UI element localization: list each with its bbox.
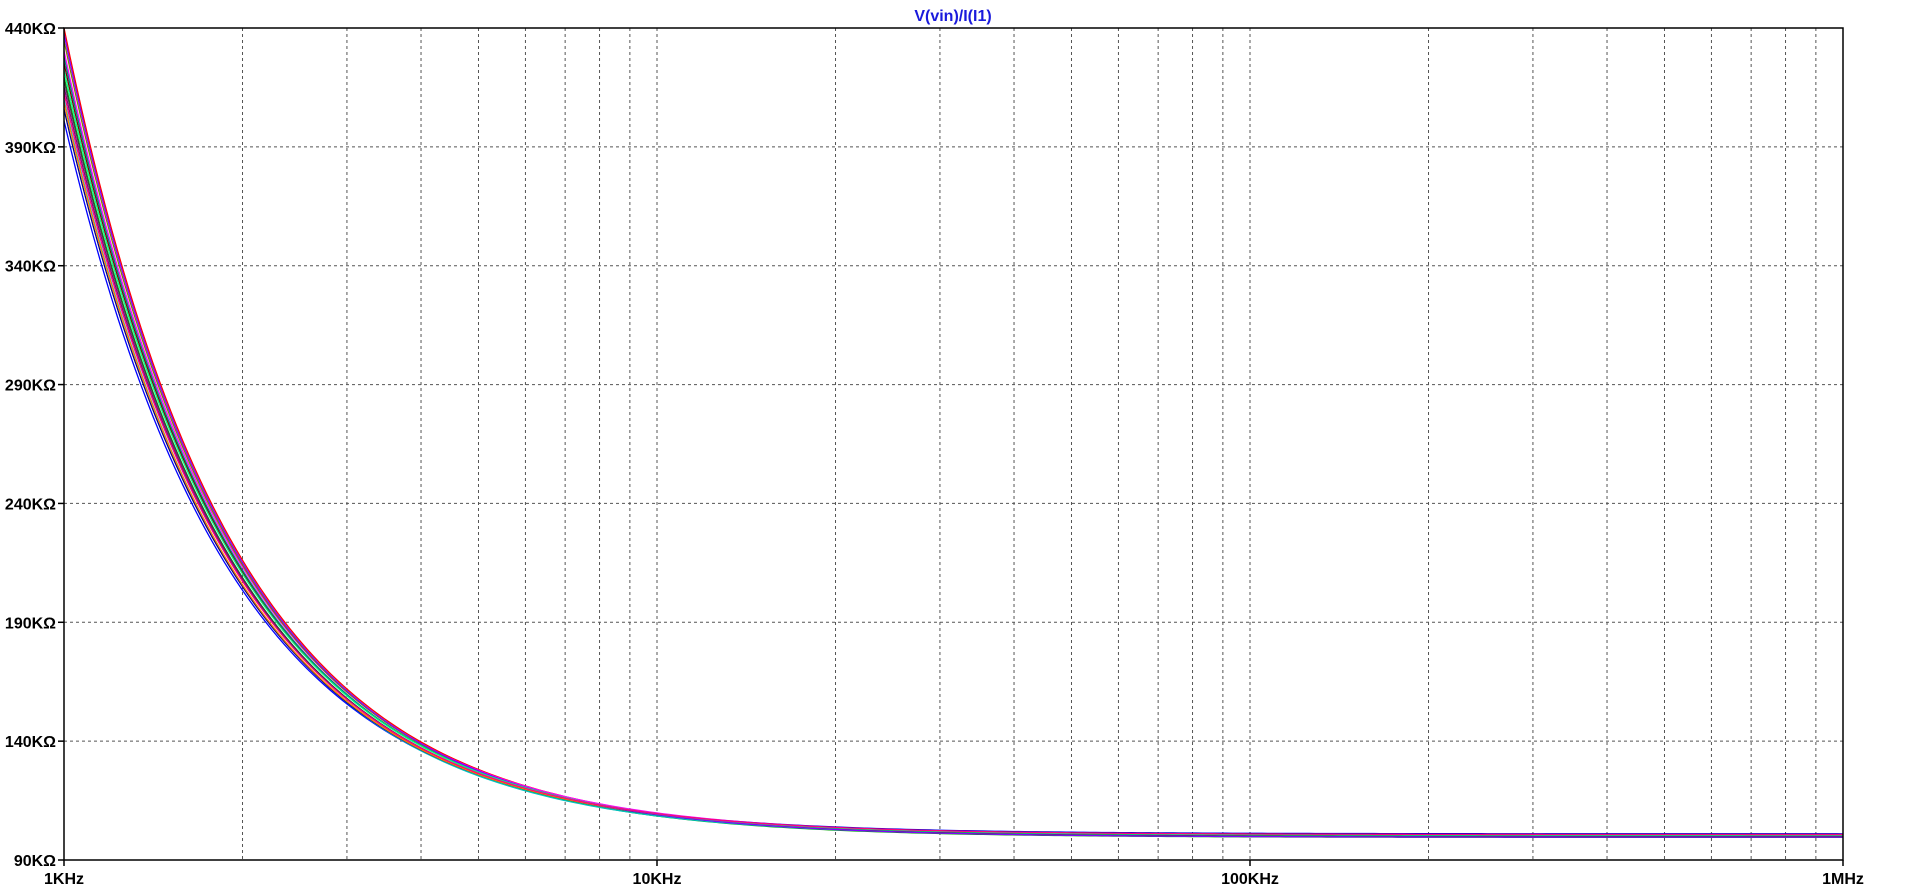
y-tick-label: 240KΩ xyxy=(5,496,56,513)
chart-title: V(vin)/I(I1) xyxy=(914,8,991,25)
y-tick-label: 440KΩ xyxy=(5,21,56,38)
y-tick-labels: 440KΩ 390KΩ 340KΩ 290KΩ 240KΩ 190KΩ 140KΩ 90KΩ xyxy=(5,21,64,870)
series-line xyxy=(63,92,1843,836)
x-tick-label: 10KHz xyxy=(633,871,682,888)
y-tick-label: 90KΩ xyxy=(14,853,56,870)
x-tick-labels: 1KHz 10KHz 100KHz 1MHz xyxy=(44,860,1864,888)
y-tick-label: 340KΩ xyxy=(5,259,56,276)
y-tick-label: 390KΩ xyxy=(5,140,56,157)
series-line xyxy=(63,79,1843,837)
y-tick-label: 290KΩ xyxy=(5,378,56,395)
grid-lines xyxy=(64,28,1843,860)
x-tick-label: 100KHz xyxy=(1221,871,1279,888)
x-tick-label: 1KHz xyxy=(44,871,84,888)
series-group xyxy=(63,27,1844,839)
y-tick-label: 190KΩ xyxy=(5,615,56,632)
x-tick-label: 1MHz xyxy=(1822,871,1864,888)
y-tick-label: 140KΩ xyxy=(5,734,56,751)
series-line xyxy=(63,33,1843,838)
plot-frame xyxy=(63,27,1844,861)
